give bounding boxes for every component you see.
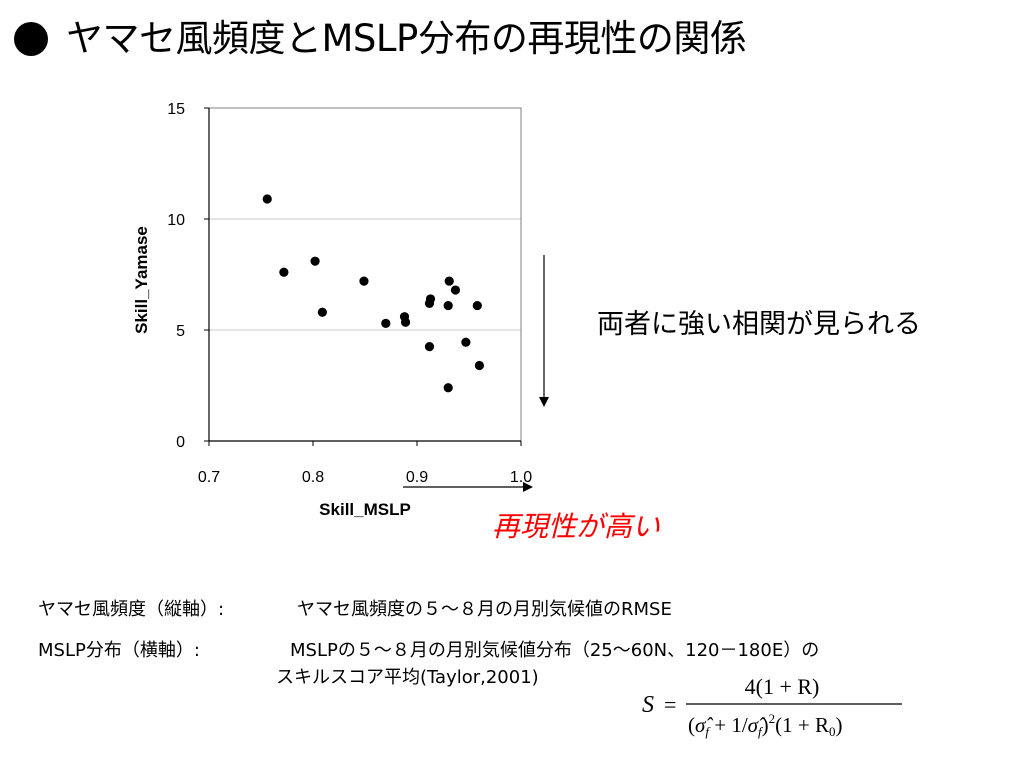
formula-numerator: 4(1 + R) [745,674,820,699]
data-point [279,267,289,277]
formula-lhs: S [642,692,654,718]
title-bullet [14,22,48,56]
mslp-definition-text: MSLPの５～８月の月別気候値分布（25～60N、120－180E）の [290,640,820,661]
data-point [359,276,369,286]
skill-direction-note: 再現性が高い [492,510,661,543]
data-point [444,276,454,286]
y-tick-label: 10 [167,212,185,229]
mslp-definition-text-2: スキルスコア平均(Taylor,2001) [276,667,539,688]
data-point [400,317,411,327]
page-title: ヤマセ風頻度とMSLP分布の再現性の関係 [66,17,747,60]
data-point [474,360,484,371]
mslp-definition-label: MSLP分布（横軸）: [38,640,200,661]
x-tick-label: 0.8 [302,469,324,486]
skill-score-formula: S = 4(1 + R) (σ̂f + 1/σ̂f)2(1 + R0) [642,674,902,739]
plot-frame [208,107,522,442]
x-axis-label: Skill_MSLP [319,500,411,519]
data-point [381,318,391,328]
data-point [317,307,327,317]
y-tick-label: 0 [176,434,185,451]
formula-equals: = [664,692,676,717]
y-axis-label: Skill_Yamase [132,226,151,334]
data-point [424,342,435,352]
y-tick-label: 15 [167,101,185,118]
data-point [461,337,471,347]
correlation-note: 両者に強い相関が見られる [597,309,921,340]
data-point [424,298,435,308]
yamase-definition-text: ヤマセ風頻度の５～８月の月別気候値のRMSE [297,599,672,620]
x-tick-label: 0.9 [406,469,428,486]
data-point [443,300,453,311]
data-point [472,300,482,311]
data-point [310,256,320,266]
y-tick-label: 5 [176,323,185,340]
x-tick-label: 1.0 [510,469,532,486]
x-tick-label: 0.7 [198,469,220,486]
formula-denominator: (σ̂f + 1/σ̂f)2(1 + R0) [688,711,843,739]
data-point [262,194,272,204]
yamase-definition-label: ヤマセ風頻度（縦軸）: [38,599,225,620]
data-point [443,383,453,393]
data-point [450,285,461,295]
